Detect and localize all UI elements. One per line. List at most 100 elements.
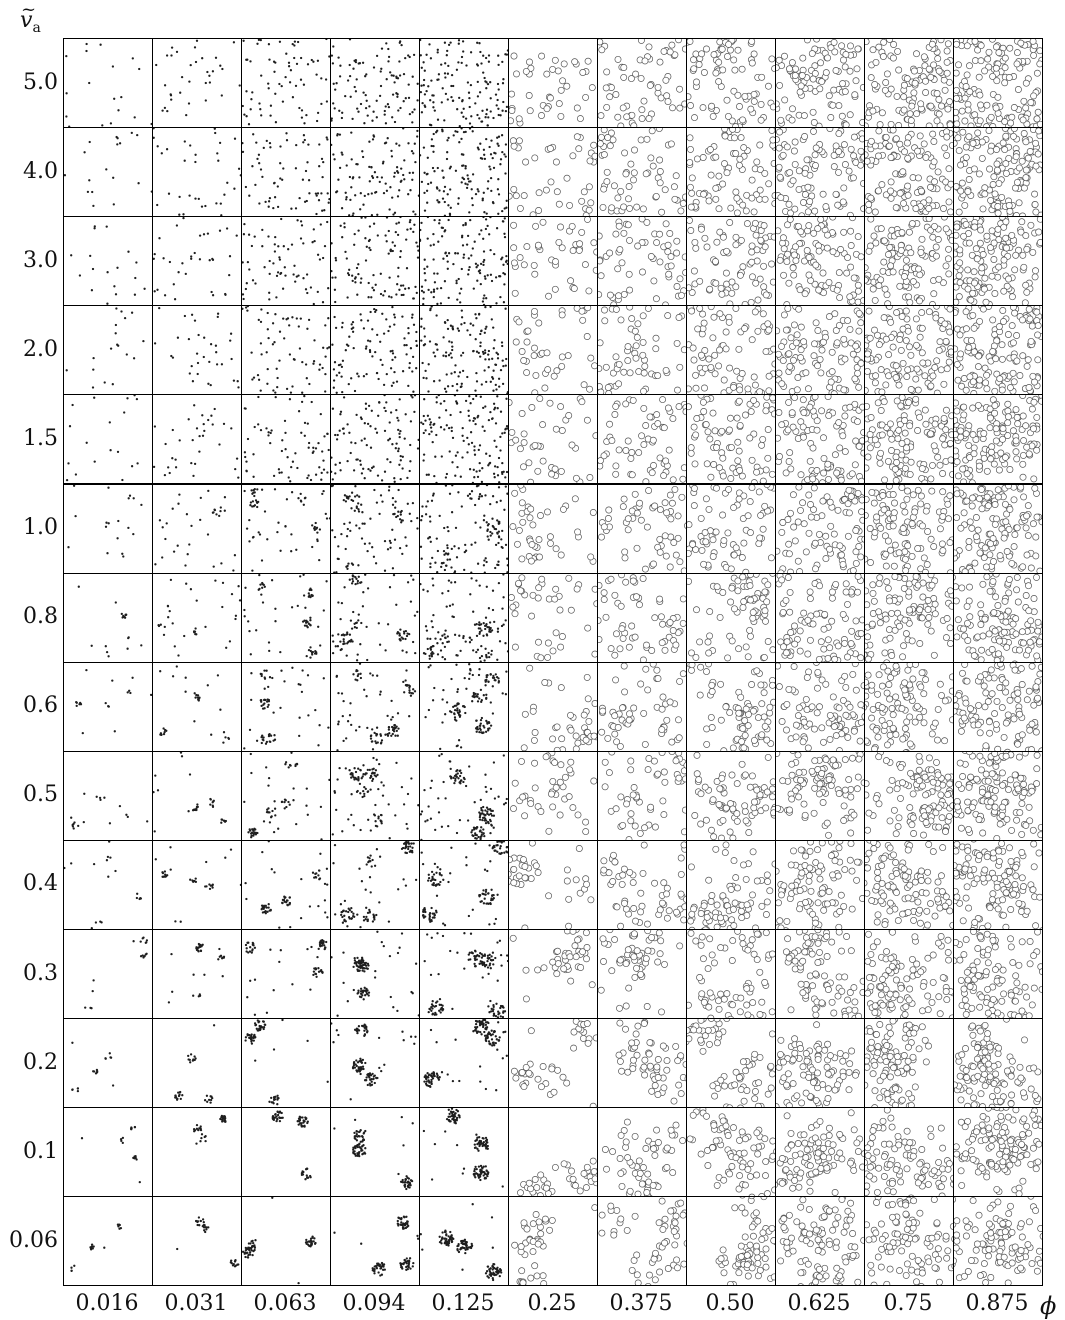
particle	[509, 399, 513, 407]
particle	[908, 102, 916, 110]
particle	[824, 395, 832, 401]
particle	[191, 439, 194, 442]
particle	[493, 408, 496, 411]
particle	[484, 556, 487, 559]
particle	[316, 59, 320, 62]
particle	[388, 438, 392, 441]
particle	[939, 470, 947, 478]
snapshot-plot	[865, 128, 953, 216]
particle	[732, 283, 740, 291]
particle	[751, 308, 759, 316]
particle	[176, 336, 180, 340]
particle	[842, 121, 850, 127]
particle	[411, 356, 415, 359]
particle	[999, 139, 1007, 147]
particle	[322, 459, 325, 463]
particle	[446, 139, 449, 142]
particle	[294, 280, 297, 283]
snapshot-plot	[420, 395, 508, 484]
particle	[391, 196, 394, 199]
particle	[471, 125, 474, 127]
particle	[991, 290, 999, 298]
particle	[715, 172, 723, 180]
particle	[875, 43, 883, 51]
particle	[900, 106, 908, 114]
snapshot-panel	[953, 127, 1043, 218]
particle	[489, 168, 492, 171]
particle	[321, 492, 324, 495]
particle	[458, 96, 461, 100]
particle	[847, 42, 854, 50]
particle	[451, 345, 454, 349]
particle	[606, 142, 614, 150]
particle	[638, 115, 646, 123]
particle	[789, 177, 797, 185]
particle	[464, 165, 467, 168]
particle	[676, 104, 684, 112]
particle	[470, 543, 473, 546]
particle	[344, 499, 348, 503]
particle	[382, 294, 385, 297]
particle	[364, 237, 367, 240]
particle	[541, 384, 549, 392]
column-label: 0.25	[527, 1291, 577, 1316]
particle	[345, 534, 349, 537]
particle	[310, 58, 313, 62]
particle	[660, 472, 668, 480]
particle	[810, 128, 817, 135]
particle	[902, 264, 910, 272]
particle	[432, 380, 436, 383]
particle	[476, 113, 479, 117]
particle	[461, 40, 465, 43]
particle	[353, 233, 356, 236]
particle	[403, 344, 406, 347]
particle	[389, 250, 393, 253]
particle	[818, 407, 826, 415]
particle	[462, 253, 466, 256]
particle	[345, 257, 348, 260]
particle	[539, 458, 547, 465]
particle	[759, 436, 767, 444]
particle	[267, 43, 271, 46]
particle	[430, 138, 434, 141]
particle	[851, 91, 859, 99]
particle	[435, 536, 438, 540]
particle	[413, 108, 416, 111]
particle	[667, 140, 675, 148]
particle	[160, 152, 163, 155]
particle	[443, 214, 447, 217]
particle	[983, 385, 991, 393]
particle	[252, 476, 255, 479]
particle	[372, 555, 376, 558]
particle	[382, 160, 385, 164]
particle	[732, 306, 740, 313]
particle	[447, 529, 450, 532]
particle	[912, 396, 920, 404]
particle	[1020, 97, 1028, 105]
particle	[630, 176, 637, 184]
particle	[788, 59, 796, 67]
particle	[844, 254, 852, 262]
particle	[467, 273, 470, 276]
particle	[426, 217, 430, 219]
particle	[246, 438, 250, 441]
particle	[245, 282, 248, 285]
particle	[878, 421, 886, 429]
particle	[803, 156, 811, 164]
particle	[995, 466, 1003, 474]
snapshot-plot	[510, 217, 597, 300]
particle	[940, 217, 948, 221]
particle	[790, 147, 798, 155]
particle	[446, 546, 449, 549]
particle	[587, 354, 595, 362]
particle	[409, 420, 413, 423]
particle	[360, 319, 363, 322]
particle	[867, 137, 875, 145]
particle	[978, 155, 986, 162]
particle	[558, 353, 566, 361]
particle	[482, 191, 485, 195]
particle	[462, 107, 465, 110]
row-label: 0.3	[23, 960, 58, 986]
particle	[881, 285, 889, 293]
particle	[299, 317, 302, 321]
